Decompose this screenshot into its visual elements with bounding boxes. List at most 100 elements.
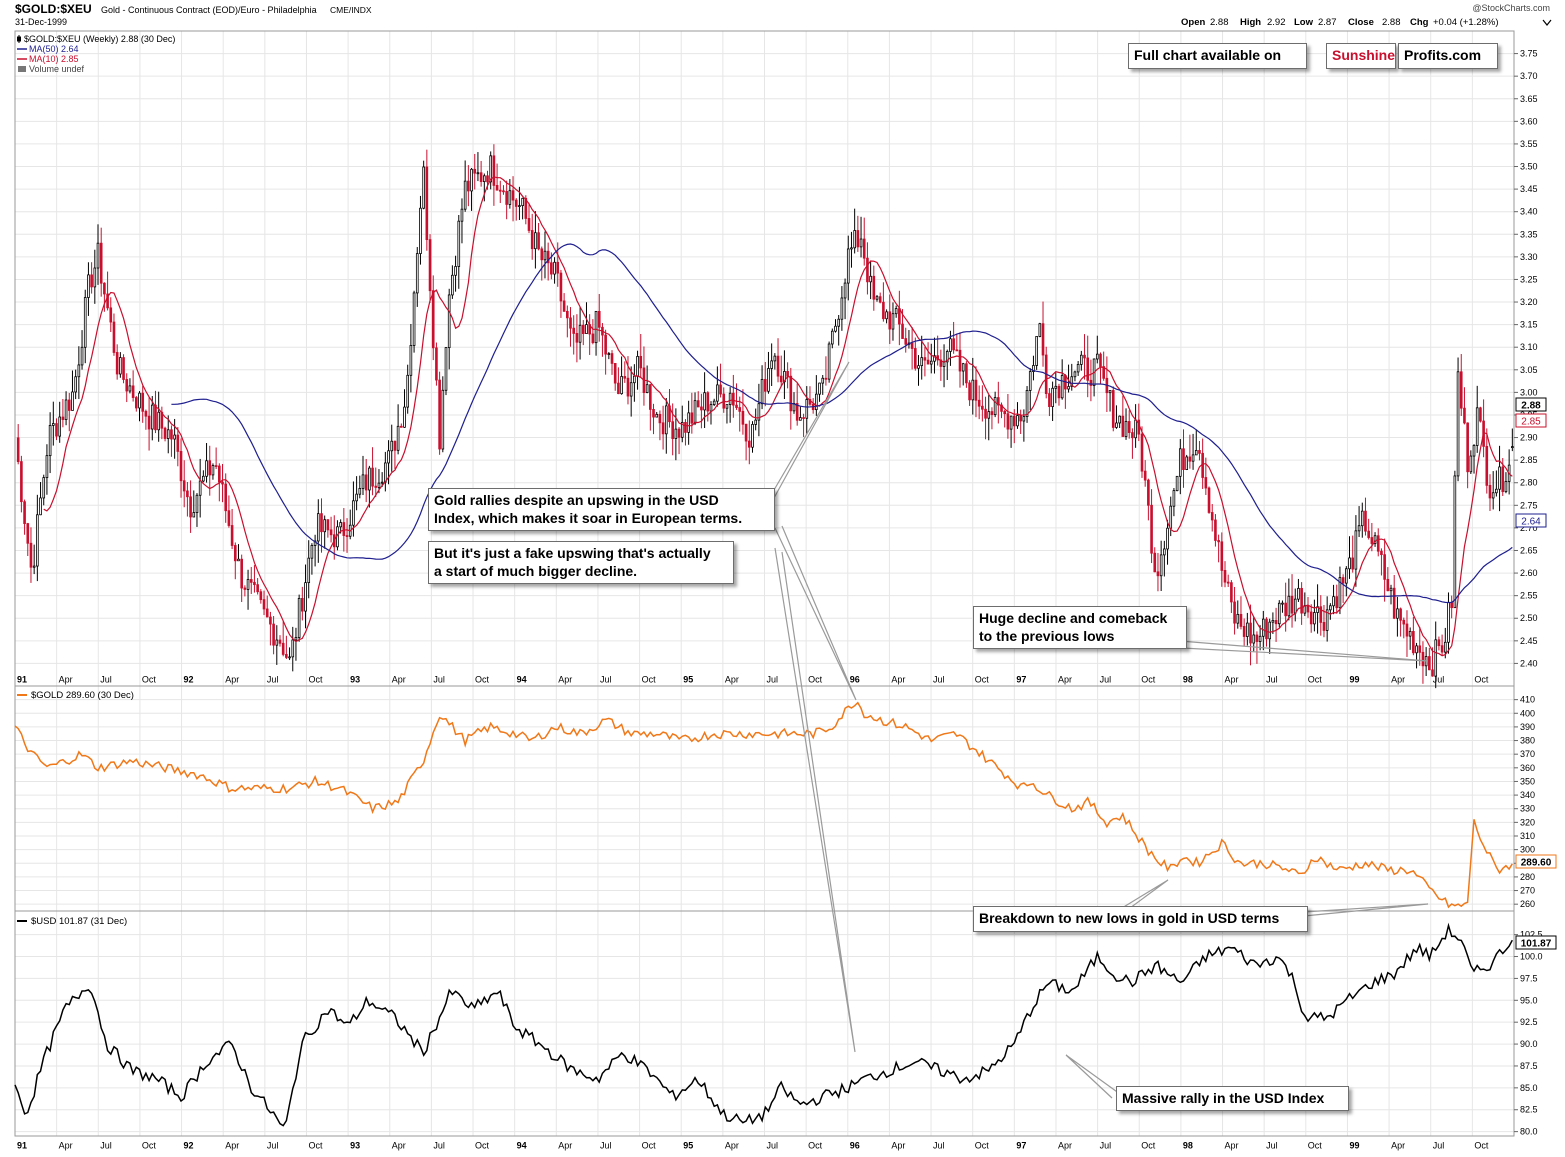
rally-line-1: Gold rallies despite an upswing in the U… <box>434 492 719 508</box>
legend-usd: $USD 101.87 (31 Dec) <box>31 916 127 927</box>
candle-body <box>671 421 674 439</box>
y-tick-label: 2.45 <box>1520 636 1538 646</box>
candle-legend-icon <box>17 35 21 43</box>
candle-body <box>754 419 757 425</box>
x-tick-label: Oct <box>1308 675 1323 685</box>
ma10-line <box>43 176 1513 657</box>
candle-body <box>1338 577 1342 609</box>
y-tick-label: 380 <box>1520 736 1535 746</box>
candle-body <box>1035 336 1038 366</box>
x-tick-label: Oct <box>142 1141 157 1151</box>
candle-body <box>301 597 304 612</box>
leader-fake-usd <box>774 547 856 1053</box>
candle-body <box>48 424 52 457</box>
x-tick-label: Apr <box>1391 675 1405 685</box>
candle-body <box>757 403 761 421</box>
candle-body <box>747 440 751 448</box>
price-badges: 2.88 2.85 2.64 289.60 101.87 <box>1515 397 1557 950</box>
y-tick-label: 320 <box>1520 817 1535 827</box>
candle-body <box>1003 410 1007 415</box>
candle-body <box>1025 390 1029 417</box>
candle-body <box>1376 535 1380 552</box>
chevron-down-icon[interactable] <box>1542 19 1552 26</box>
candle-body <box>1051 387 1054 407</box>
candle-body <box>412 292 416 346</box>
y-tick-label: 87.5 <box>1520 1061 1538 1071</box>
candle-body <box>1201 452 1204 478</box>
x-tick-label: Apr <box>558 1141 572 1151</box>
candle-body <box>1488 484 1492 499</box>
candle-body <box>339 522 342 528</box>
candle-body <box>380 481 384 484</box>
ohlc-close: 2.88 <box>1382 17 1401 28</box>
profits-callout[interactable]: Profits.com <box>1398 43 1498 69</box>
sunshine-callout[interactable]: Sunshine <box>1326 43 1396 69</box>
ohlc-low: 2.87 <box>1318 17 1337 28</box>
y-tick-label: 340 <box>1520 790 1535 800</box>
candle-body <box>904 338 908 345</box>
candle-body <box>1440 645 1444 653</box>
candle-body <box>1367 530 1370 538</box>
candle-body <box>1175 475 1179 492</box>
candle-body <box>281 642 285 655</box>
candle-body <box>550 262 553 275</box>
x-tick-label: 91 <box>17 1141 27 1151</box>
candle-body <box>320 513 323 533</box>
candle-body <box>562 300 566 312</box>
candle-body <box>1268 621 1272 640</box>
candle-body <box>425 166 429 241</box>
candle-body <box>693 400 697 424</box>
candle-body <box>1214 519 1217 541</box>
badge-ma10: 2.85 <box>1521 417 1541 428</box>
candle-body <box>1341 577 1345 584</box>
candle-body <box>709 404 713 412</box>
sunshine-text: Sunshine <box>1332 47 1396 63</box>
x-tick-label: 92 <box>184 1141 194 1151</box>
candle-body <box>610 353 614 364</box>
candle-body <box>368 467 371 491</box>
candle-body <box>1009 415 1013 430</box>
candle-body <box>607 353 611 355</box>
candle-body <box>1399 608 1402 621</box>
candle-body <box>406 374 410 408</box>
candle-body <box>502 190 505 193</box>
candle-body <box>473 168 477 174</box>
candle-body <box>1163 548 1166 556</box>
y-tick-label: 3.00 <box>1520 387 1538 397</box>
x-tick-label: Oct <box>475 1141 490 1151</box>
candle-body <box>1185 456 1188 470</box>
candle-body <box>1169 505 1173 529</box>
y-axis-ticks: 3.75 3.70 3.65 3.60 3.55 3.50 3.45 3.40 3.35 3.30… <box>1514 49 1543 1137</box>
candle-body <box>856 230 860 248</box>
candle-body <box>875 296 879 300</box>
candle-body <box>968 382 971 401</box>
candle-body <box>1495 488 1498 494</box>
candle-body <box>52 423 55 426</box>
candle-body <box>1386 578 1390 592</box>
candle-body <box>415 253 419 294</box>
candle-body <box>1297 587 1300 600</box>
candle-body <box>112 321 116 353</box>
candle-body <box>269 616 272 625</box>
y-tick-label: 2.80 <box>1520 478 1538 488</box>
candle-body <box>1194 450 1198 456</box>
candle-body <box>1306 605 1310 613</box>
x-tick-label: 95 <box>683 675 693 685</box>
candle-body <box>1134 419 1137 439</box>
y-tick-label: 3.50 <box>1520 162 1538 172</box>
candle-body <box>237 558 240 562</box>
candle-body <box>546 250 550 264</box>
candle-body <box>144 410 148 417</box>
y-tick-label: 80.0 <box>1520 1127 1538 1137</box>
candle-body <box>1147 479 1150 506</box>
candle-body <box>352 500 355 526</box>
candle-body <box>87 274 90 298</box>
candle-body <box>815 393 818 411</box>
candle-body <box>291 639 295 658</box>
candle-body <box>827 343 831 380</box>
badge-usd-box <box>1515 935 1557 950</box>
candle-body <box>926 359 930 365</box>
candle-body <box>1265 618 1268 640</box>
y-tick-label: 300 <box>1520 845 1535 855</box>
x-tick-label: 97 <box>1016 1141 1026 1151</box>
